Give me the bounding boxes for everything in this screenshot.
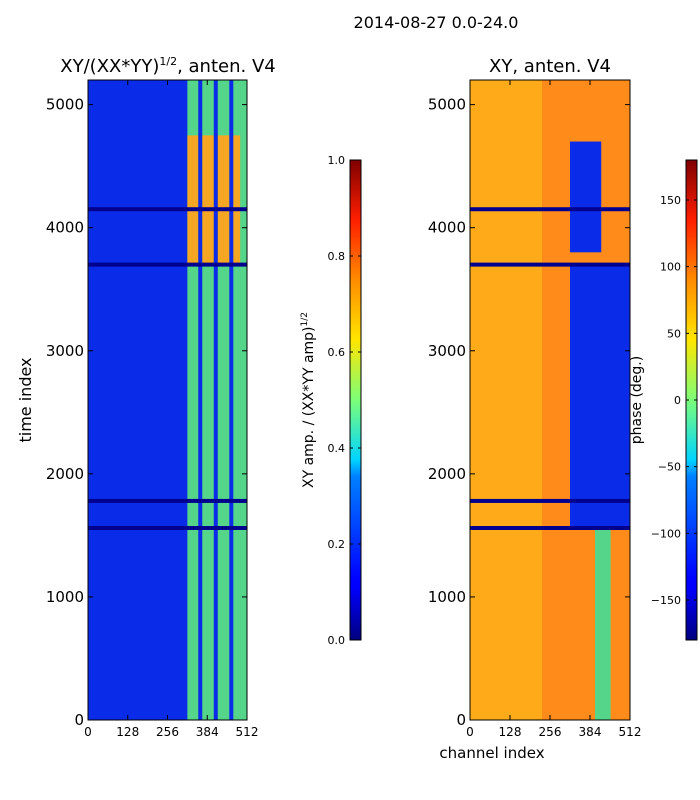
amplitude-xtick-label: 512 (236, 725, 259, 739)
amplitude-ytick-label: 3000 (46, 342, 84, 360)
phase-axes: 0 128 256 384 512 0 1000 2000 3000 4000 5000 (428, 79, 642, 739)
phase-band-block (570, 141, 602, 253)
amplitude-colorbar-label-main: XY amp. / (XX*YY amp) (301, 326, 317, 488)
phase-heatmap (470, 80, 630, 720)
phase-panel: XY, anten. V4 0 128 256 384 512 0 1000 2000 3000… (428, 56, 642, 762)
amplitude-colorbar-tick-label: 0.4 (328, 442, 346, 455)
phase-panel-title: XY, anten. V4 (489, 56, 611, 77)
phase-colorbar-tick-label: −100 (651, 527, 681, 540)
phase-xtick-label: 256 (539, 725, 562, 739)
amplitude-colorbar-gradient (349, 159, 362, 641)
phase-colorbar-tick-label: 100 (660, 261, 681, 274)
phase-ytick-label: 0 (456, 711, 466, 729)
amplitude-axes: 0 128 256 384 512 0 1000 2000 3000 4000 5000 (46, 79, 259, 739)
amplitude-title-main: XY/(XX*YY) (60, 56, 159, 77)
phase-colorbar-ticks: −150 −100 −50 0 50 100 150 (651, 194, 697, 607)
amplitude-gap-line (213, 80, 218, 720)
phase-colorbar-tick-label: −150 (651, 594, 681, 607)
amplitude-colorbar-label: XY amp. / (XX*YY amp)1/2 (300, 312, 317, 488)
amplitude-colorbar-tick-label: 0.6 (328, 346, 346, 359)
amplitude-event-row (88, 207, 247, 212)
figure-suptitle: 2014-08-27 0.0-24.0 (354, 13, 519, 32)
amplitude-ytick-label: 2000 (46, 465, 84, 483)
amplitude-panel: XY/(XX*YY)1/2, anten. V4 0 128 256 384 512 0 1… (16, 55, 276, 739)
amplitude-event-row (88, 262, 247, 267)
phase-ytick-label: 2000 (428, 465, 466, 483)
phase-colorbar-tick-label: −50 (658, 461, 681, 474)
phase-event-row (470, 207, 630, 212)
phase-colorbar: −150 −100 −50 0 50 100 150 phase (deg.) (629, 159, 698, 641)
phase-ytick-label: 3000 (428, 342, 466, 360)
amplitude-xtick-label: 384 (196, 725, 219, 739)
amplitude-ytick-label: 1000 (46, 588, 84, 606)
phase-band-block (570, 264, 630, 528)
amplitude-title-sup: 1/2 (159, 55, 177, 68)
phase-event-row (470, 498, 630, 503)
amplitude-colorbar-tick-label: 1.0 (328, 154, 346, 167)
amplitude-gap-line (198, 80, 203, 720)
amplitude-xtick-label: 128 (116, 725, 139, 739)
amplitude-colorbar-ticks: 0.0 0.2 0.4 0.6 0.8 1.0 (328, 154, 361, 647)
phase-band-left (470, 80, 542, 720)
phase-colorbar-tick-label: 50 (667, 327, 681, 340)
amplitude-colorbar-label-sup: 1/2 (300, 312, 310, 326)
amplitude-ytick-label: 4000 (46, 219, 84, 237)
amplitude-event-row (88, 526, 247, 530)
amplitude-colorbar-tick-label: 0.0 (328, 634, 346, 647)
amplitude-title-suffix: , anten. V4 (177, 56, 276, 77)
amplitude-xtick-label: 0 (84, 725, 92, 739)
phase-xtick-label: 384 (579, 725, 602, 739)
phase-colorbar-tick-label: 150 (660, 194, 681, 207)
phase-xtick-label: 128 (499, 725, 522, 739)
amplitude-colorbar: 0.0 0.2 0.4 0.6 0.8 1.0 XY amp. / (XX*YY amp)… (300, 154, 362, 647)
amplitude-ytick-label: 5000 (46, 96, 84, 114)
phase-ytick-label: 5000 (428, 96, 466, 114)
phase-xtick-label: 512 (619, 725, 642, 739)
amplitude-colorbar-tick-label: 0.8 (328, 250, 346, 263)
amplitude-event-row (88, 498, 247, 503)
phase-event-row (470, 526, 630, 530)
phase-colorbar-tick-label: 0 (674, 394, 681, 407)
phase-band-mid (595, 528, 611, 720)
amplitude-ylabel: time index (16, 357, 35, 442)
amplitude-panel-title: XY/(XX*YY)1/2, anten. V4 (60, 55, 275, 77)
amplitude-xtick-label: 256 (156, 725, 179, 739)
phase-ytick-label: 4000 (428, 219, 466, 237)
phase-xlabel: channel index (439, 744, 544, 762)
amplitude-gap-line (229, 80, 234, 720)
phase-ytick-label: 1000 (428, 588, 466, 606)
amplitude-colorbar-tick-label: 0.2 (328, 538, 346, 551)
amplitude-ytick-label: 0 (74, 711, 84, 729)
phase-colorbar-label: phase (deg.) (629, 356, 645, 444)
phase-event-row (470, 262, 630, 267)
amplitude-heatmap (88, 80, 247, 720)
phase-xtick-label: 0 (466, 725, 474, 739)
